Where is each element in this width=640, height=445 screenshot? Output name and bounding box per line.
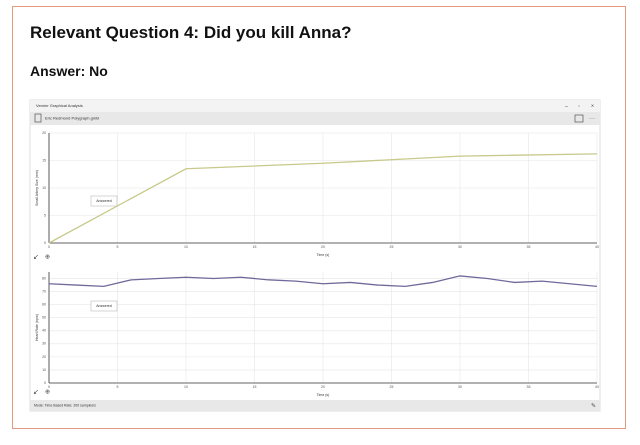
x-tick-label: 10 [184, 245, 188, 249]
x-tick-label: 10 [184, 385, 188, 389]
x-tick-label: 5 [117, 245, 119, 249]
autoscale-button[interactable]: ↙ [33, 389, 39, 396]
x-tick-label: 15 [253, 385, 257, 389]
y-tick-label: 10 [42, 186, 46, 190]
y-tick-label: 70 [42, 290, 46, 294]
data-line [48, 153, 598, 244]
y-tick-label: 0 [44, 241, 46, 245]
y-tick-label: 30 [42, 342, 46, 346]
frame [12, 6, 626, 429]
question-title: Relevant Question 4: Did you kill Anna? [30, 23, 352, 42]
y-tick-label: 15 [42, 158, 46, 162]
y-tick-label: 40 [42, 329, 46, 333]
x-tick-label: 20 [321, 245, 325, 249]
x-tick-label: 30 [458, 385, 462, 389]
title-bar [30, 100, 600, 112]
y-axis-label: Small Artery Size (mm) [35, 170, 39, 206]
file-icon [34, 113, 42, 123]
y-tick-label: 20 [42, 131, 46, 135]
autoscale-button[interactable]: ↙ [33, 254, 39, 261]
annotation-box [90, 195, 118, 207]
status-mode: Mode: Time Based [34, 403, 63, 407]
x-tick-label: 30 [458, 245, 462, 249]
annotation-box [90, 300, 118, 312]
y-axis-label: Heart Rate (bpm) [35, 314, 39, 341]
x-axis-label: Time (s) [317, 393, 330, 397]
x-axis-label: Time (s) [317, 253, 330, 257]
data-line [48, 275, 598, 288]
x-tick-label: 15 [253, 245, 257, 249]
x-tick-label: 35 [527, 385, 531, 389]
x-tick-label: 25 [390, 385, 394, 389]
x-tick-label: 0 [48, 385, 50, 389]
window-title: Vernier Graphical Analysis [36, 103, 83, 108]
x-tick-label: 25 [390, 245, 394, 249]
restore[interactable]: ▫ [578, 103, 580, 109]
y-tick-label: 80 [42, 276, 46, 280]
window [29, 99, 601, 412]
annotation: Answered [96, 304, 112, 308]
zoom-button[interactable]: ⊕ [45, 255, 50, 261]
zoom-button[interactable]: ⊕ [45, 390, 50, 396]
y-tick-label: 50 [42, 316, 46, 320]
more-button[interactable]: ··· [589, 116, 595, 122]
file-name: Eric Redmond Polygraph.gmbl [45, 116, 99, 121]
tools-button[interactable]: ✎ [591, 403, 596, 410]
annotation: Answered [96, 199, 112, 203]
y-tick-label: 10 [42, 368, 46, 372]
x-tick-label: 20 [321, 385, 325, 389]
x-tick-label: 0 [48, 245, 50, 249]
x-tick-label: 40 [595, 245, 599, 249]
x-tick-label: 35 [527, 245, 531, 249]
minimize[interactable]: – [565, 103, 568, 109]
y-tick-label: 20 [42, 355, 46, 359]
y-tick-label: 0 [44, 381, 46, 385]
file-bar [30, 112, 600, 125]
status-rate: Rate: 200 samples/s [64, 403, 96, 407]
answer: Answer: No [30, 63, 108, 79]
x-tick-label: 5 [117, 385, 119, 389]
x-tick-label: 40 [595, 385, 599, 389]
y-tick-label: 60 [42, 303, 46, 307]
y-tick-label: 5 [44, 213, 46, 217]
status-bar [30, 400, 600, 411]
layout-button[interactable] [574, 114, 584, 123]
close[interactable]: × [591, 103, 594, 109]
